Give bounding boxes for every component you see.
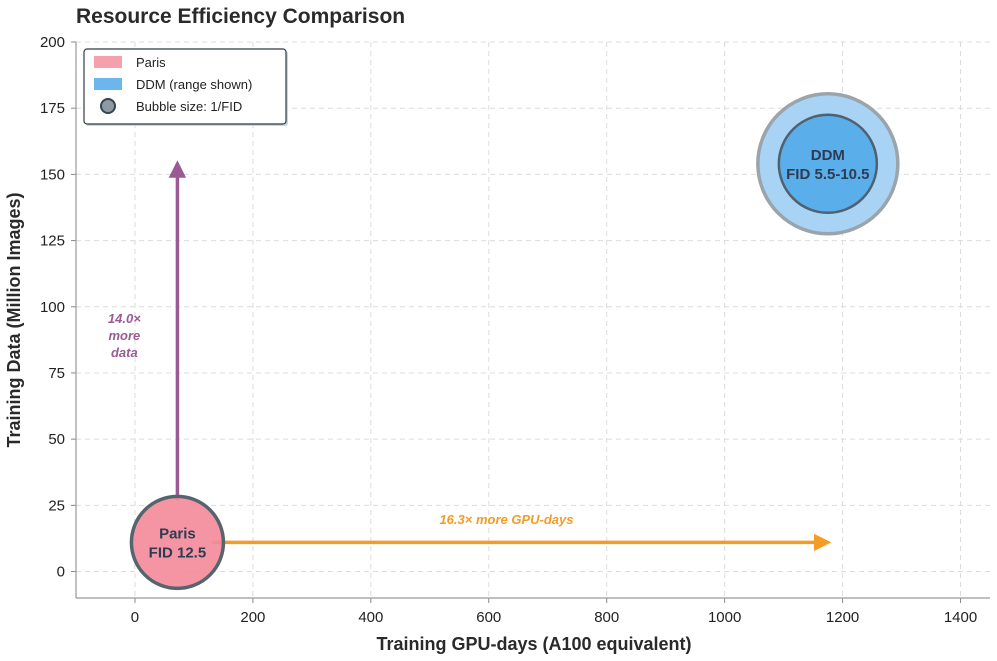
x-tick-label: 800	[594, 609, 619, 626]
x-tick-label: 1000	[708, 609, 741, 626]
legend-label: DDM (range shown)	[136, 77, 252, 92]
legend-marker	[100, 98, 116, 114]
legend-label: Paris	[136, 55, 166, 70]
y-tick-label: 100	[40, 299, 65, 316]
x-tick-label: 0	[131, 609, 139, 626]
x-tick-label: 200	[240, 609, 265, 626]
x-tick-label: 600	[476, 609, 501, 626]
annotation-text-gpu: 16.3× more GPU-days	[439, 512, 573, 527]
y-tick-label: 75	[48, 365, 65, 382]
legend-box	[83, 48, 287, 125]
legend-label: Bubble size: 1/FID	[136, 99, 242, 114]
bubble-label-ddm-fid: FID 5.5-10.5	[786, 166, 869, 183]
bubble-paris	[129, 494, 226, 591]
bubbles: Paris FID 12.5 DDM FID 5.5-10.5	[129, 92, 900, 591]
bubble-ddm-inner	[777, 113, 879, 215]
legend-swatch	[94, 56, 122, 68]
chart-title: Resource Efficiency Comparison	[76, 5, 405, 28]
bubble-label-ddm-name: DDM	[811, 147, 845, 164]
bubble-label-paris-name: Paris	[159, 525, 196, 542]
y-tick-label: 50	[48, 431, 65, 448]
annotation-text-data: 14.0×	[108, 311, 141, 326]
x-tick-label: 400	[358, 609, 383, 626]
y-tick-label: 0	[57, 564, 65, 581]
bubble-label-paris-fid: FID 12.5	[149, 544, 207, 561]
y-tick-label: 200	[40, 34, 65, 51]
annotation-text-data: data	[111, 345, 138, 360]
annotations: 14.0× more data 16.3× more GPU-days	[108, 160, 832, 552]
x-axis-label: Training GPU-days (A100 equivalent)	[376, 634, 691, 654]
x-tick-label: 1400	[944, 609, 977, 626]
axes: 0 200 400 600 800 1000 1200 1400 0 25 50 75 100 125 15…	[40, 34, 990, 626]
y-tick-label: 150	[40, 166, 65, 183]
annotation-text-data: more	[108, 328, 140, 343]
y-tick-label: 25	[48, 497, 65, 514]
y-tick-label: 175	[40, 100, 65, 117]
legend-swatch	[94, 78, 122, 90]
y-tick-label: 125	[40, 233, 65, 250]
x-tick-label: 1200	[826, 609, 859, 626]
legend: Paris DDM (range shown) Bubble size: 1/FID	[83, 48, 288, 126]
y-axis-label: Training Data (Million Images)	[4, 192, 24, 447]
